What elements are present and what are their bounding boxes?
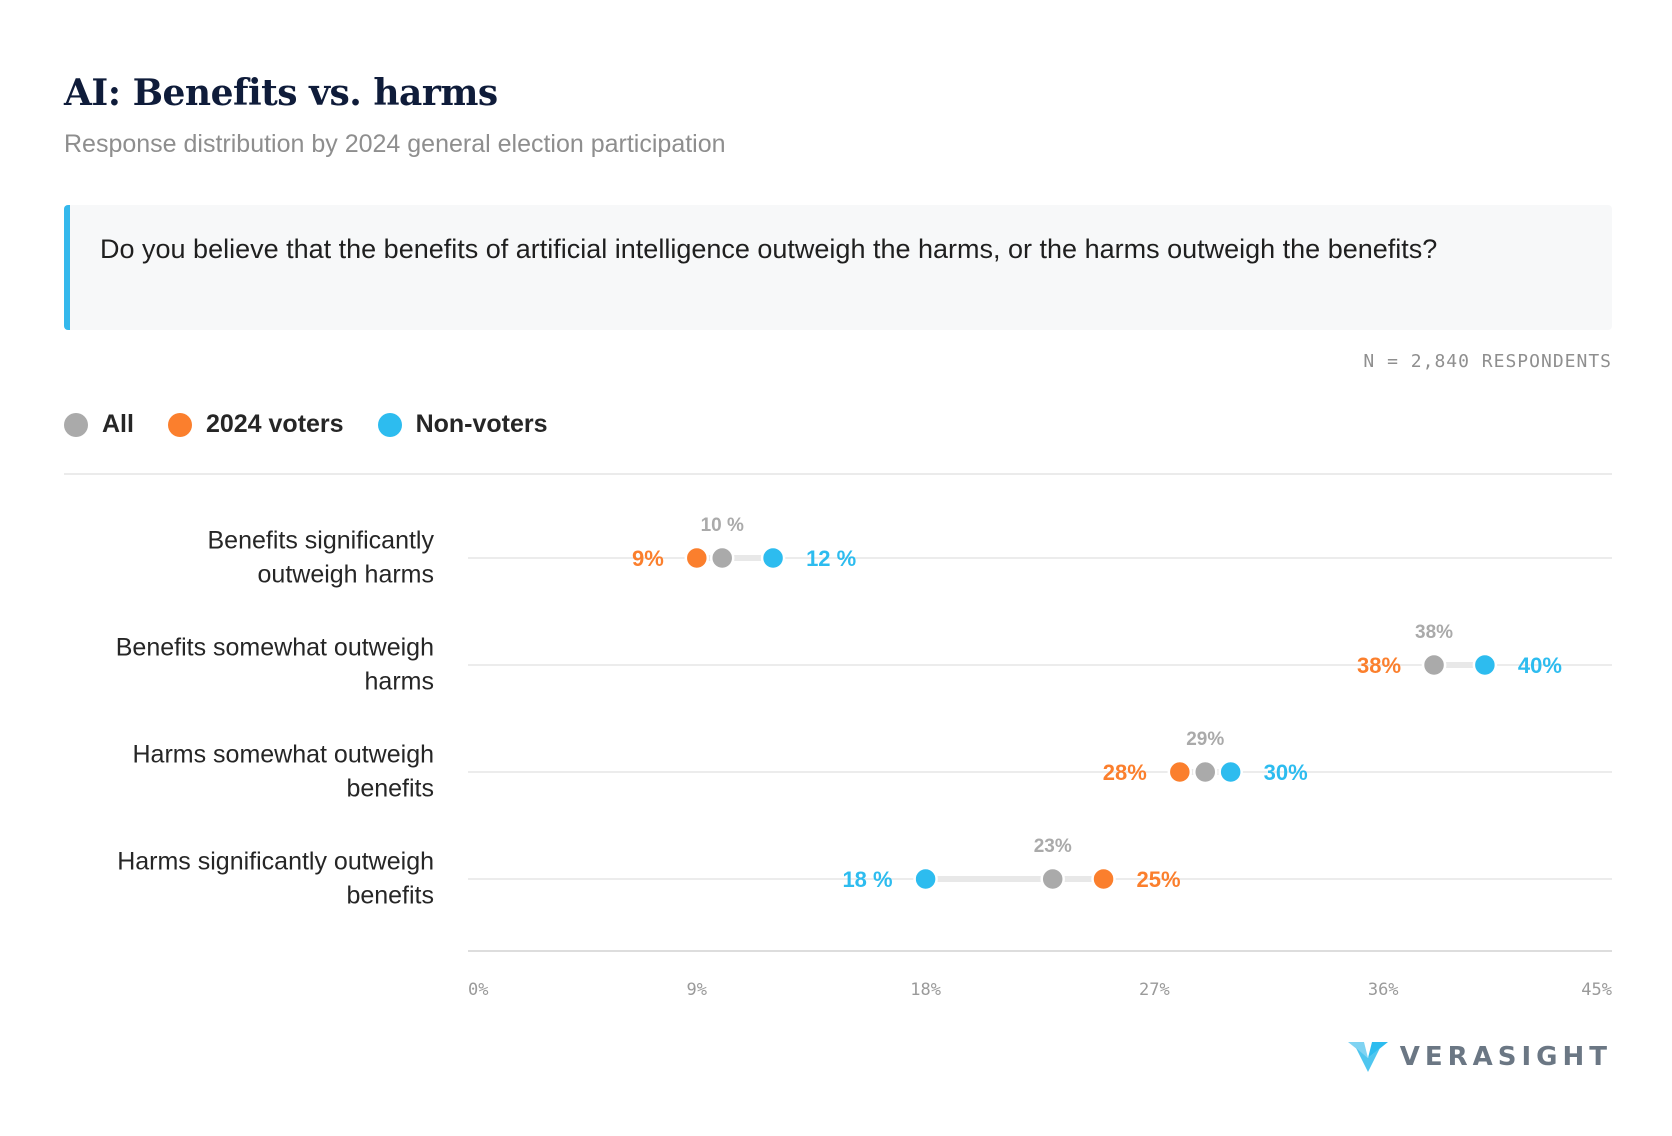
legend-dot-voters: [167, 412, 192, 437]
legend: All 2024 voters Non-voters: [64, 410, 582, 439]
x-tick-label: 45%: [1581, 980, 1612, 1000]
label-voters: 28%: [1103, 760, 1147, 785]
label-all: 23%: [1034, 836, 1072, 857]
dot-all: [1192, 759, 1218, 785]
label-non-voters: 40%: [1518, 653, 1562, 678]
label-voters: 9%: [632, 546, 664, 571]
x-tick-label: 0%: [468, 980, 488, 1000]
category-label: Harms somewhat outweigh: [132, 741, 434, 769]
category-label: harms: [365, 668, 434, 696]
dot-non-voters: [913, 866, 938, 892]
chart-title: AI: Benefits vs. harms: [64, 72, 498, 114]
x-tick-label: 27%: [1139, 980, 1170, 1000]
legend-label-voters: 2024 voters: [205, 410, 344, 438]
dot-all: [1040, 866, 1065, 892]
dot-non-voters: [760, 545, 786, 571]
label-non-voters: 12 %: [806, 546, 856, 571]
label-all: 10 %: [701, 515, 744, 536]
brand-name: VERASIGHT: [1399, 1042, 1612, 1072]
label-voters: 38%: [1357, 653, 1401, 678]
category-label: Harms significantly outweigh: [117, 848, 434, 876]
x-tick-label: 36%: [1368, 980, 1399, 1000]
sample-size-note: N = 2,840 RESPONDENTS: [1363, 351, 1612, 372]
category-label: benefits: [346, 882, 434, 910]
legend-item-all: All: [64, 410, 134, 439]
x-tick-label: 9%: [687, 980, 707, 1000]
label-voters: 25%: [1137, 867, 1181, 892]
label-non-voters: 30%: [1264, 760, 1308, 785]
dot-voters: [1091, 866, 1116, 892]
dot-all: [709, 545, 735, 571]
brand-logo: VERASIGHT: [1346, 1040, 1612, 1074]
legend-label-all: All: [102, 410, 134, 438]
label-all: 29%: [1186, 729, 1224, 750]
legend-dot-all: [64, 412, 88, 437]
label-non-voters: 18 %: [842, 867, 892, 892]
category-label: outweigh harms: [258, 561, 434, 589]
dot-all: [1421, 652, 1447, 678]
chart-subtitle: Response distribution by 2024 general el…: [64, 130, 726, 158]
dot-non-voters: [1472, 652, 1498, 678]
dot-voters: [684, 545, 710, 571]
label-all: 38%: [1415, 622, 1453, 643]
legend-label-non-voters: Non-voters: [415, 410, 548, 438]
question-box: Do you believe that the benefits of arti…: [64, 205, 1612, 330]
legend-item-non-voters: Non-voters: [377, 410, 548, 439]
x-tick-label: 18%: [910, 980, 941, 1000]
question-text: Do you believe that the benefits of arti…: [100, 234, 1438, 264]
category-label: Benefits significantly: [207, 527, 434, 555]
legend-dot-non-voters: [377, 412, 402, 437]
category-label: benefits: [346, 775, 434, 803]
dot-non-voters: [1218, 759, 1243, 785]
legend-item-voters: 2024 voters: [167, 410, 344, 439]
legend-divider: [64, 473, 1612, 475]
category-label: Benefits somewhat outweigh: [116, 634, 434, 662]
verasight-logo-icon: [1347, 1042, 1388, 1072]
dot-voters: [1167, 759, 1193, 785]
